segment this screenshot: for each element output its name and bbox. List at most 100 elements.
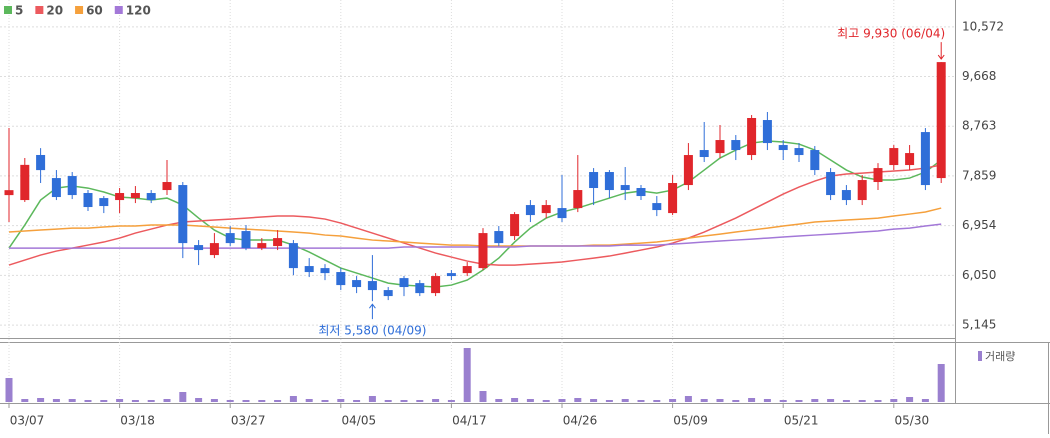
candle-body	[794, 148, 804, 156]
x-tick-label: 03/18	[120, 414, 155, 428]
candle-body	[573, 190, 583, 209]
candle-body	[431, 276, 441, 294]
candle-body	[762, 120, 772, 144]
volume-bar	[210, 399, 218, 402]
candle-body	[620, 185, 630, 191]
candle-body	[36, 154, 46, 171]
volume-bar	[827, 399, 835, 402]
volume-bar	[68, 399, 76, 402]
volume-legend-swatch	[978, 351, 982, 361]
volume-bar	[289, 396, 297, 402]
volume-bar	[447, 400, 455, 402]
volume-bar	[921, 399, 929, 402]
candle-body	[304, 266, 314, 273]
volume-bar	[574, 398, 582, 402]
volume-bar	[495, 399, 503, 402]
volume-bar	[542, 400, 550, 402]
candle-body	[604, 172, 614, 191]
volume-bar	[700, 399, 708, 402]
volume-bar	[937, 364, 945, 402]
legend-label: 20	[46, 4, 63, 18]
y-tick-label: 10,572	[962, 19, 1004, 33]
candle-body	[257, 243, 267, 249]
volume-bar	[305, 399, 313, 402]
ma-line	[8, 140, 942, 288]
volume-bar	[906, 397, 914, 402]
candle-body	[747, 117, 757, 156]
candle-body	[225, 233, 235, 244]
volume-bar	[5, 378, 13, 402]
candle-body	[699, 150, 709, 158]
candle-body	[715, 140, 725, 154]
candle-body	[178, 185, 188, 244]
candle-body	[336, 272, 346, 286]
volume-bar	[100, 400, 108, 402]
candle-body	[99, 198, 109, 207]
candle-body	[889, 148, 899, 166]
volume-bar	[479, 391, 487, 402]
volume-bar	[368, 396, 376, 402]
candle-body	[778, 145, 788, 151]
volume-bar	[684, 396, 692, 402]
candle-body	[146, 193, 156, 201]
x-tick-label: 03/27	[231, 414, 266, 428]
volume-bar	[353, 400, 361, 402]
candle-body	[731, 140, 741, 151]
volume-bar	[21, 399, 29, 402]
volume-bar	[258, 400, 266, 402]
candle-body	[510, 214, 520, 237]
volume-bar	[432, 399, 440, 402]
y-tick-label: 5,145	[962, 318, 996, 332]
low-label: 최저 5,580 (04/09)	[318, 324, 426, 338]
volume-bar	[890, 399, 898, 402]
candle-body	[288, 243, 298, 269]
volume-bar	[874, 400, 882, 402]
y-tick-label: 6,954	[962, 218, 996, 232]
candle-body	[810, 150, 820, 171]
volume-bar	[147, 400, 155, 402]
candle-body	[83, 193, 93, 208]
volume-bar	[716, 399, 724, 402]
y-tick-label: 8,763	[962, 119, 996, 133]
candle-body	[399, 278, 409, 288]
candle-body	[162, 182, 172, 191]
candle-body	[668, 183, 678, 214]
volume-bar	[84, 400, 92, 402]
legend-swatch	[114, 6, 123, 14]
ma-line	[9, 223, 942, 249]
candle-body	[652, 203, 662, 211]
volume-bar	[795, 400, 803, 402]
x-tick-label: 05/21	[784, 414, 819, 428]
x-tick-label: 03/07	[10, 414, 45, 428]
legend-label: 5	[15, 4, 23, 18]
candle-body	[367, 281, 377, 291]
candle-body	[873, 168, 883, 183]
x-tick-label: 05/09	[673, 414, 708, 428]
volume-bar	[37, 398, 45, 402]
volume-bar	[811, 399, 819, 402]
volume-bar	[337, 399, 345, 402]
candle-body	[67, 176, 77, 196]
volume-bar	[590, 399, 598, 402]
candle-body	[51, 178, 61, 198]
volume-bar	[669, 399, 677, 402]
ma-line	[8, 207, 942, 247]
candle-body	[936, 62, 946, 179]
volume-bar	[858, 400, 866, 402]
candle-body	[494, 231, 504, 244]
volume-bar	[637, 400, 645, 402]
x-tick-label: 04/17	[452, 414, 487, 428]
high-label: 최고 9,930 (06/04)	[837, 27, 945, 41]
volume-bar	[732, 400, 740, 402]
legend-swatch	[75, 6, 84, 14]
volume-bar	[779, 400, 787, 402]
legend-swatch	[35, 6, 44, 14]
candle-body	[4, 190, 14, 196]
volume-bar	[748, 398, 756, 402]
volume-bar	[653, 400, 661, 402]
y-tick-label: 6,050	[962, 268, 996, 282]
volume-bar	[605, 400, 613, 402]
volume-bar	[242, 400, 250, 402]
